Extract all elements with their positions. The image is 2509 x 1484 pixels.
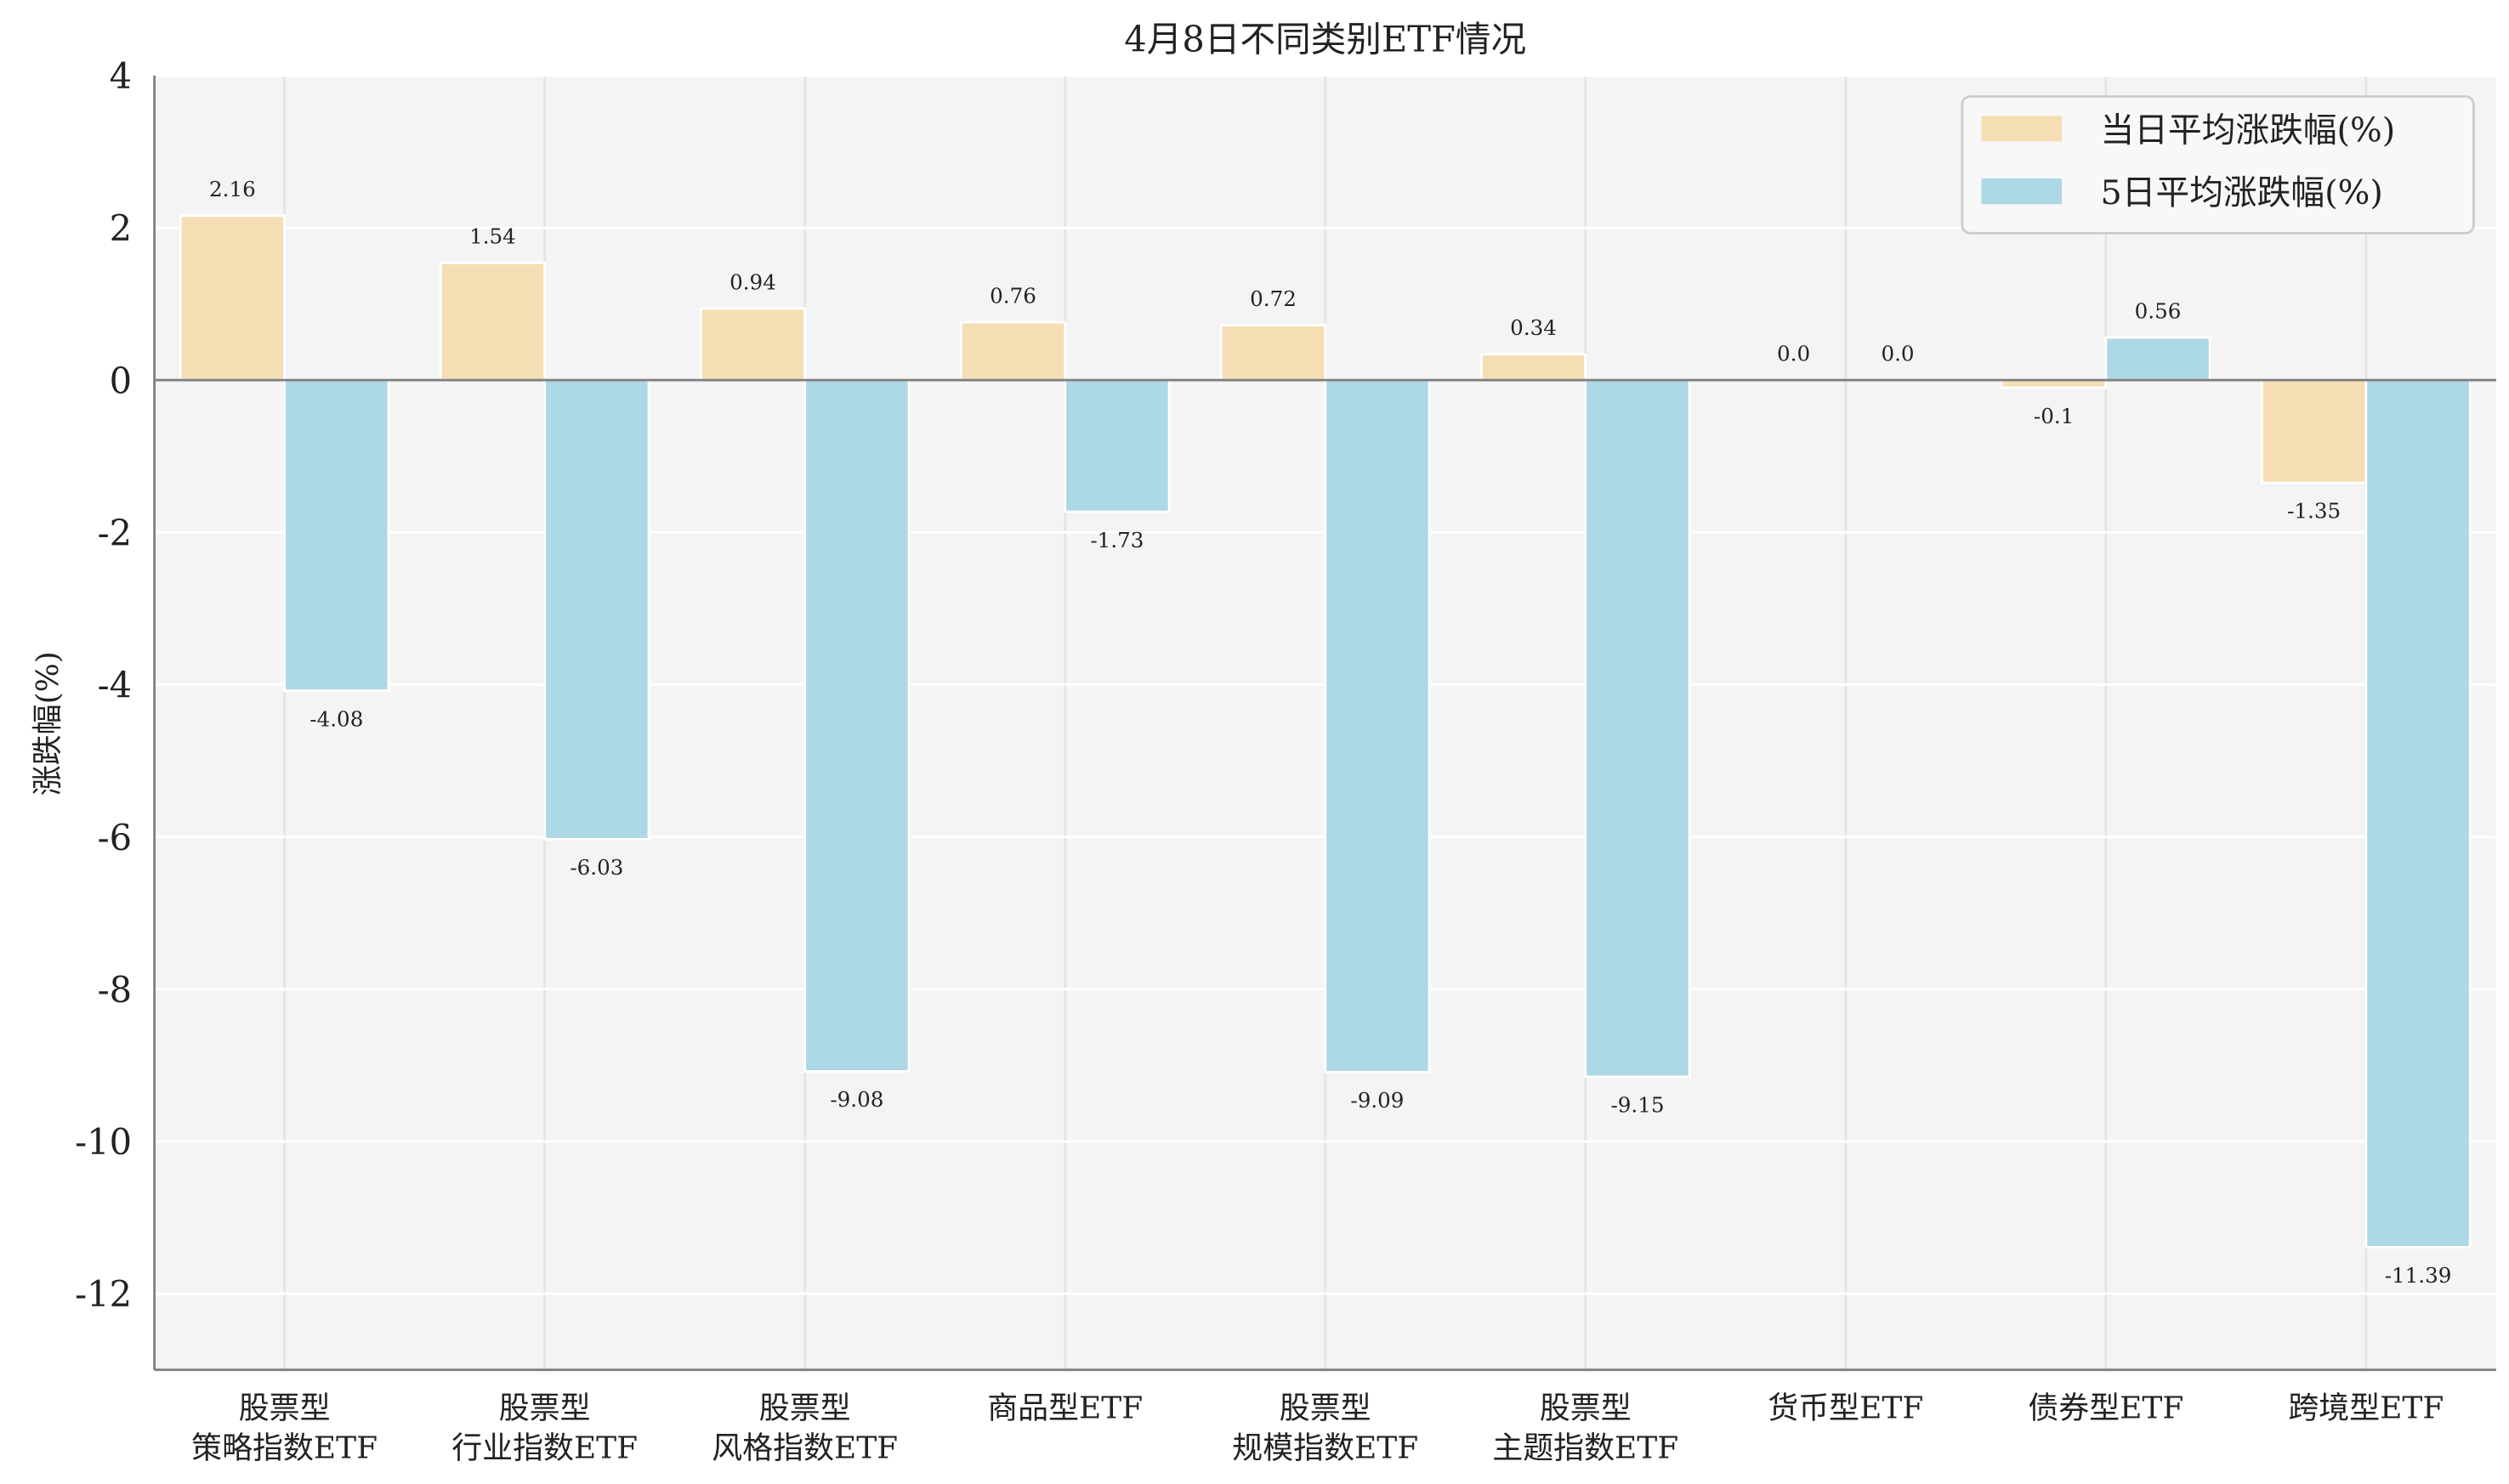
data-label: -1.73 [1090,528,1144,552]
legend-label: 当日平均涨跌幅(%) [2101,110,2396,150]
x-tick-label: 股票型 [499,1391,591,1425]
x-tick-label: 策略指数ETF [191,1431,377,1466]
data-label: 0.34 [1510,315,1557,340]
data-label: -9.15 [1610,1092,1664,1117]
bar-daily [1479,353,1587,382]
bar-daily [2261,378,2368,484]
bar-5day [2364,378,2472,1249]
x-tick-label: 股票型 [239,1391,331,1425]
y-tick-label: -4 [98,665,133,706]
bar-5day [1064,378,1171,513]
y-tick-label: 2 [110,207,132,249]
x-tick-label: 规模指数ETF [1232,1431,1418,1466]
bar-daily [959,320,1067,382]
data-label: -11.39 [2385,1263,2452,1288]
data-label: -4.08 [309,706,363,731]
data-label: 0.94 [729,269,776,294]
data-label: 0.0 [1881,342,1914,366]
y-tick-label: 0 [110,360,132,401]
y-tick-label: -10 [75,1121,132,1163]
data-label: 0.56 [2135,298,2182,323]
data-label: 0.72 [1250,286,1297,311]
data-label: -1.35 [2287,499,2341,524]
bar-daily [439,261,547,382]
y-tick-label: -6 [98,817,133,858]
x-tick-label: 行业指数ETF [451,1431,638,1466]
y-axis-label: 涨跌幅(%) [31,651,65,796]
bar-5day [543,378,650,841]
data-label: -0.1 [2034,404,2074,428]
bar-5day [283,378,390,693]
data-label: -9.08 [830,1087,883,1112]
data-label: 2.16 [209,177,256,201]
bar-daily [179,214,287,382]
data-label: -6.03 [570,855,623,880]
y-tick-label: -12 [75,1273,132,1315]
bar-5day [1324,378,1431,1073]
bar-5day [1584,378,1691,1079]
legend-label: 5日平均涨跌幅(%) [2101,173,2383,212]
bar-5day [803,378,911,1073]
bar-daily [699,307,807,382]
x-tick-label: 跨境型ETF [2288,1391,2444,1425]
data-label: 1.54 [469,224,516,249]
x-tick-label: 货币型ETF [1768,1391,1923,1425]
bar-daily [1219,324,1327,382]
y-tick-label: -8 [98,969,133,1011]
data-label: 0.0 [1777,342,1810,366]
x-tick-label: 股票型 [1540,1391,1632,1425]
legend-swatch [1981,178,2063,205]
x-tick-label: 股票型 [759,1391,851,1425]
y-tick-label: -2 [98,512,133,553]
x-tick-label: 主题指数ETF [1492,1431,1678,1466]
legend-swatch [1981,116,2063,142]
x-tick-label: 股票型 [1280,1391,1371,1425]
bar-5day [2104,336,2211,382]
x-tick-label: 债券型ETF [2028,1391,2183,1425]
data-label: -9.09 [1350,1088,1404,1113]
legend-box [1961,95,2475,235]
x-tick-label: 商品型ETF [987,1391,1143,1425]
data-label: 0.76 [990,283,1036,308]
y-tick-label: 4 [110,55,132,97]
x-tick-label: 风格指数ETF [712,1431,898,1466]
chart-title: 4月8日不同类别ETF情况 [1124,19,1526,60]
